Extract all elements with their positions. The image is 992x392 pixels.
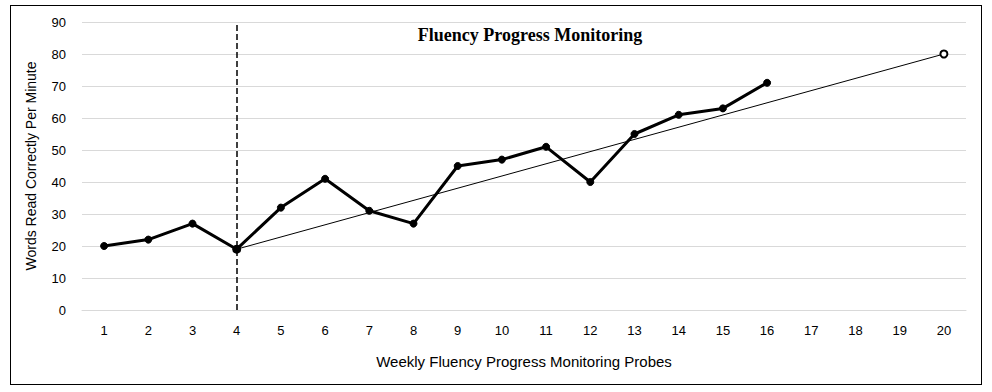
svg-text:Words Read Correctly Per Minut: Words Read Correctly Per Minute: [23, 61, 39, 270]
svg-text:14: 14: [671, 323, 685, 338]
svg-text:1: 1: [100, 323, 107, 338]
svg-text:5: 5: [277, 323, 284, 338]
svg-text:4: 4: [233, 323, 240, 338]
svg-text:80: 80: [52, 47, 66, 62]
svg-text:6: 6: [321, 323, 328, 338]
svg-text:0: 0: [59, 303, 66, 318]
svg-text:17: 17: [804, 323, 818, 338]
svg-text:16: 16: [760, 323, 774, 338]
svg-text:30: 30: [52, 207, 66, 222]
svg-text:60: 60: [52, 111, 66, 126]
svg-text:20: 20: [52, 239, 66, 254]
svg-text:15: 15: [716, 323, 730, 338]
svg-text:7: 7: [366, 323, 373, 338]
svg-text:Fluency Progress Monitoring: Fluency Progress Monitoring: [418, 25, 642, 45]
svg-text:90: 90: [52, 15, 66, 30]
svg-text:50: 50: [52, 143, 66, 158]
svg-text:9: 9: [454, 323, 461, 338]
svg-text:Weekly Fluency Progress Monito: Weekly Fluency Progress Monitoring Probe…: [376, 353, 672, 370]
svg-text:12: 12: [583, 323, 597, 338]
svg-text:11: 11: [539, 323, 553, 338]
svg-text:10: 10: [52, 271, 66, 286]
svg-text:10: 10: [495, 323, 509, 338]
svg-text:18: 18: [848, 323, 862, 338]
svg-text:40: 40: [52, 175, 66, 190]
svg-text:19: 19: [892, 323, 906, 338]
svg-text:8: 8: [410, 323, 417, 338]
svg-text:2: 2: [145, 323, 152, 338]
svg-text:3: 3: [189, 323, 196, 338]
svg-text:13: 13: [627, 323, 641, 338]
svg-text:70: 70: [52, 79, 66, 94]
svg-text:20: 20: [937, 323, 951, 338]
